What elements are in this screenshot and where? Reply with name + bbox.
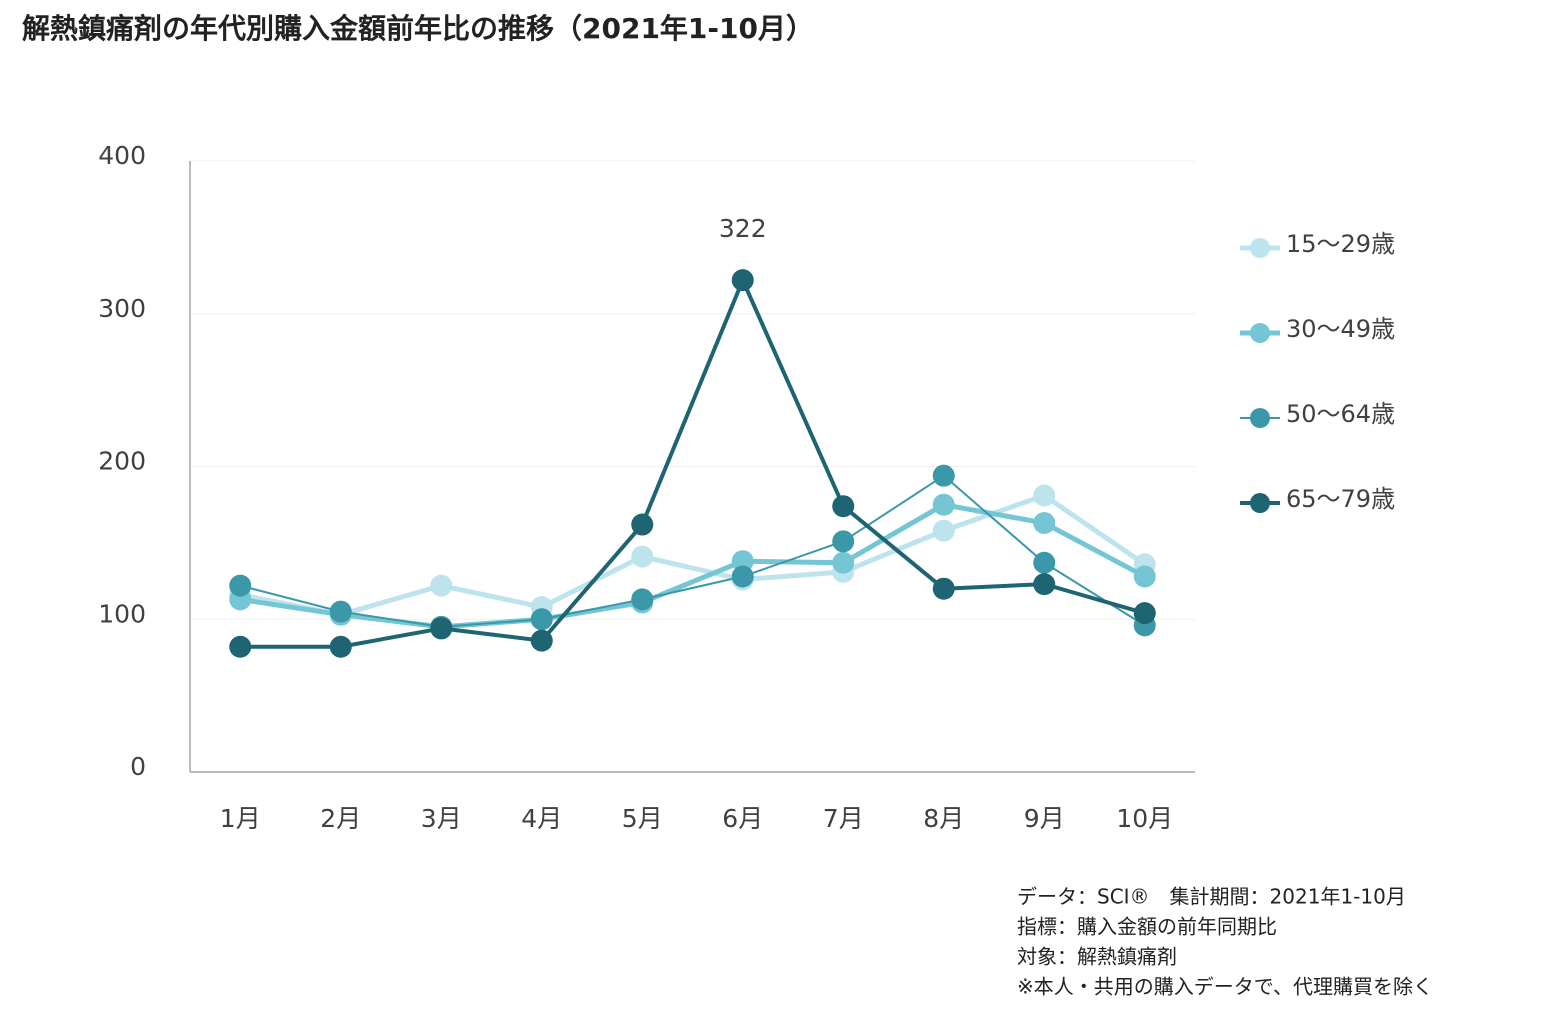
data-point: [329, 635, 352, 658]
data-point: [731, 565, 754, 588]
data-point: [932, 519, 955, 542]
footnote: 対象：解熱鎮痛剤: [1017, 945, 1177, 969]
y-tick-label: 0: [130, 752, 146, 781]
legend-label: 15～29歳: [1286, 230, 1395, 258]
x-tick-label: 2月: [320, 804, 361, 833]
data-point: [1033, 573, 1056, 596]
data-point: [631, 513, 654, 536]
x-tick-label: 3月: [421, 804, 462, 833]
x-tick-label: 1月: [220, 804, 261, 833]
data-point: [932, 464, 955, 487]
data-point: [1133, 602, 1156, 625]
data-point: [229, 574, 252, 597]
series-line: [239, 493, 1147, 618]
legend-label: 65～79歳: [1286, 485, 1395, 513]
x-tick-label: 10月: [1116, 804, 1173, 833]
data-point: [832, 530, 855, 553]
data-point: [932, 577, 955, 600]
y-tick-label: 400: [98, 141, 146, 170]
legend-marker: [1250, 493, 1270, 513]
y-tick-label: 100: [98, 599, 146, 628]
x-tick-label: 9月: [1024, 804, 1065, 833]
data-point: [430, 574, 453, 597]
x-tick-label: 6月: [722, 804, 763, 833]
data-point: [731, 269, 754, 292]
y-tick-label: 200: [98, 447, 146, 476]
x-tick-label: 5月: [622, 804, 663, 833]
data-point: [329, 600, 352, 623]
data-point: [932, 493, 955, 516]
footnote: データ：SCI® 集計期間：2021年1-10月: [1017, 885, 1406, 909]
x-tick-label: 7月: [823, 804, 864, 833]
data-point: [631, 588, 654, 611]
data-point: [530, 629, 553, 652]
data-point: [832, 495, 855, 518]
series-line: [239, 474, 1146, 628]
data-point: [1033, 484, 1056, 507]
legend-label: 50～64歳: [1286, 400, 1395, 428]
series-line: [239, 502, 1146, 630]
x-tick-label: 4月: [521, 804, 562, 833]
data-point: [832, 551, 855, 574]
data-point: [1133, 565, 1156, 588]
chart-title: 解熱鎮痛剤の年代別購入金額前年比の推移（2021年1-10月）: [22, 12, 814, 45]
data-point: [229, 635, 252, 658]
legend-marker: [1250, 238, 1270, 258]
data-label: 322: [719, 214, 767, 243]
series-line: [240, 278, 1146, 649]
legend-marker: [1250, 323, 1270, 343]
data-point: [1033, 512, 1056, 535]
data-point: [631, 545, 654, 568]
data-point: [430, 617, 453, 640]
x-tick-label: 8月: [923, 804, 964, 833]
data-point: [731, 550, 754, 573]
legend-label: 30～49歳: [1286, 315, 1395, 343]
data-point: [1033, 551, 1056, 574]
legend-marker: [1250, 408, 1270, 428]
footnote: 指標：購入金額の前年同期比: [1017, 915, 1277, 939]
y-tick-label: 300: [98, 294, 146, 323]
data-point: [530, 608, 553, 631]
footnote: ※本人・共用の購入データで、代理購買を除く: [1017, 975, 1433, 999]
